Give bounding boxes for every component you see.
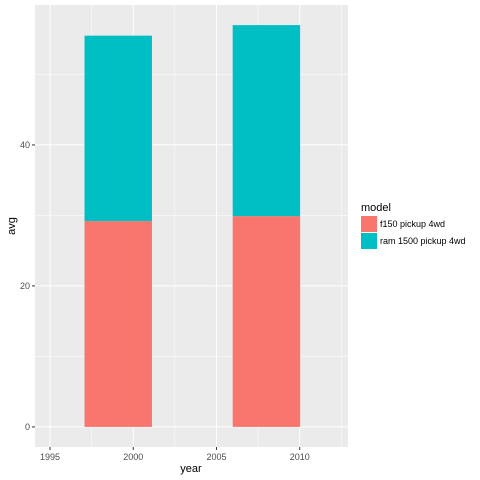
bar-series-1-1999.1 xyxy=(84,35,152,222)
bar-series-0-2008 xyxy=(232,216,301,427)
legend-label-f150: f150 pickup 4wd xyxy=(380,219,445,229)
y-axis: 0 20 40 xyxy=(20,140,35,432)
y-axis-title: avg xyxy=(6,217,18,235)
x-tick-label: 2010 xyxy=(290,452,310,462)
legend-title: model xyxy=(361,202,391,214)
legend: model f150 pickup 4wd ram 1500 pickup 4w… xyxy=(361,202,466,249)
y-tick-label: 0 xyxy=(25,422,30,432)
y-tick-label: 20 xyxy=(20,281,30,291)
legend-label-ram1500: ram 1500 pickup 4wd xyxy=(380,236,466,246)
bar-series-0-1999.1 xyxy=(84,221,152,427)
bar-series-1-2008 xyxy=(232,25,301,217)
x-axis: 1995 2000 2005 2010 xyxy=(40,447,310,462)
legend-key-ram1500 xyxy=(361,233,377,249)
x-tick-label: 2005 xyxy=(206,452,226,462)
x-tick-label: 1995 xyxy=(40,452,60,462)
y-tick-label: 40 xyxy=(20,140,30,150)
x-tick-label: 2000 xyxy=(123,452,143,462)
bars xyxy=(84,25,301,427)
legend-key-f150 xyxy=(361,216,377,232)
x-axis-title: year xyxy=(180,463,202,475)
panel-background xyxy=(35,5,348,447)
